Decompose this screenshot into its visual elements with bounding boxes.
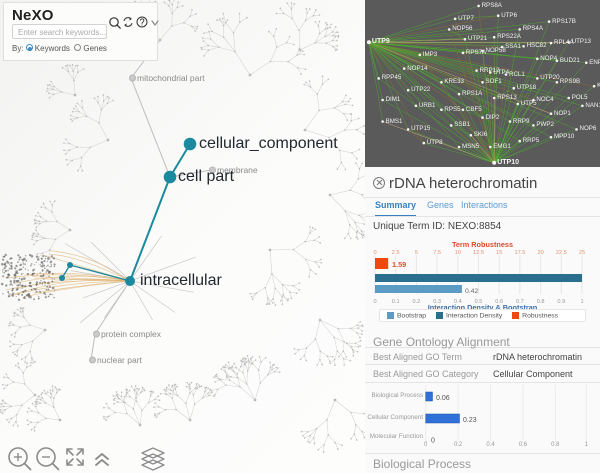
svg-text:0.06: 0.06 [436,395,450,402]
svg-text:12.5: 12.5 [473,250,484,256]
svg-text:0: 0 [373,250,376,256]
svg-text:10: 10 [455,250,461,256]
svg-text:15: 15 [496,250,502,256]
svg-text:0.6: 0.6 [519,442,528,447]
svg-text:7.5: 7.5 [433,250,441,256]
svg-text:20: 20 [537,250,543,256]
svg-text:5: 5 [415,250,418,256]
svg-text:0: 0 [424,442,428,447]
svg-text:22.5: 22.5 [556,250,567,256]
svg-text:2.5: 2.5 [392,250,400,256]
svg-text:0.23: 0.23 [463,417,477,424]
svg-text:1.59: 1.59 [392,260,406,269]
svg-text:0.4: 0.4 [486,442,495,447]
svg-text:25: 25 [579,250,585,256]
svg-text:0: 0 [431,438,435,445]
svg-text:0.42: 0.42 [465,288,478,294]
svg-text:0.2: 0.2 [454,442,463,447]
svg-text:17.5: 17.5 [514,250,525,256]
svg-text:0.8: 0.8 [551,442,560,447]
svg-text:1: 1 [585,442,589,447]
